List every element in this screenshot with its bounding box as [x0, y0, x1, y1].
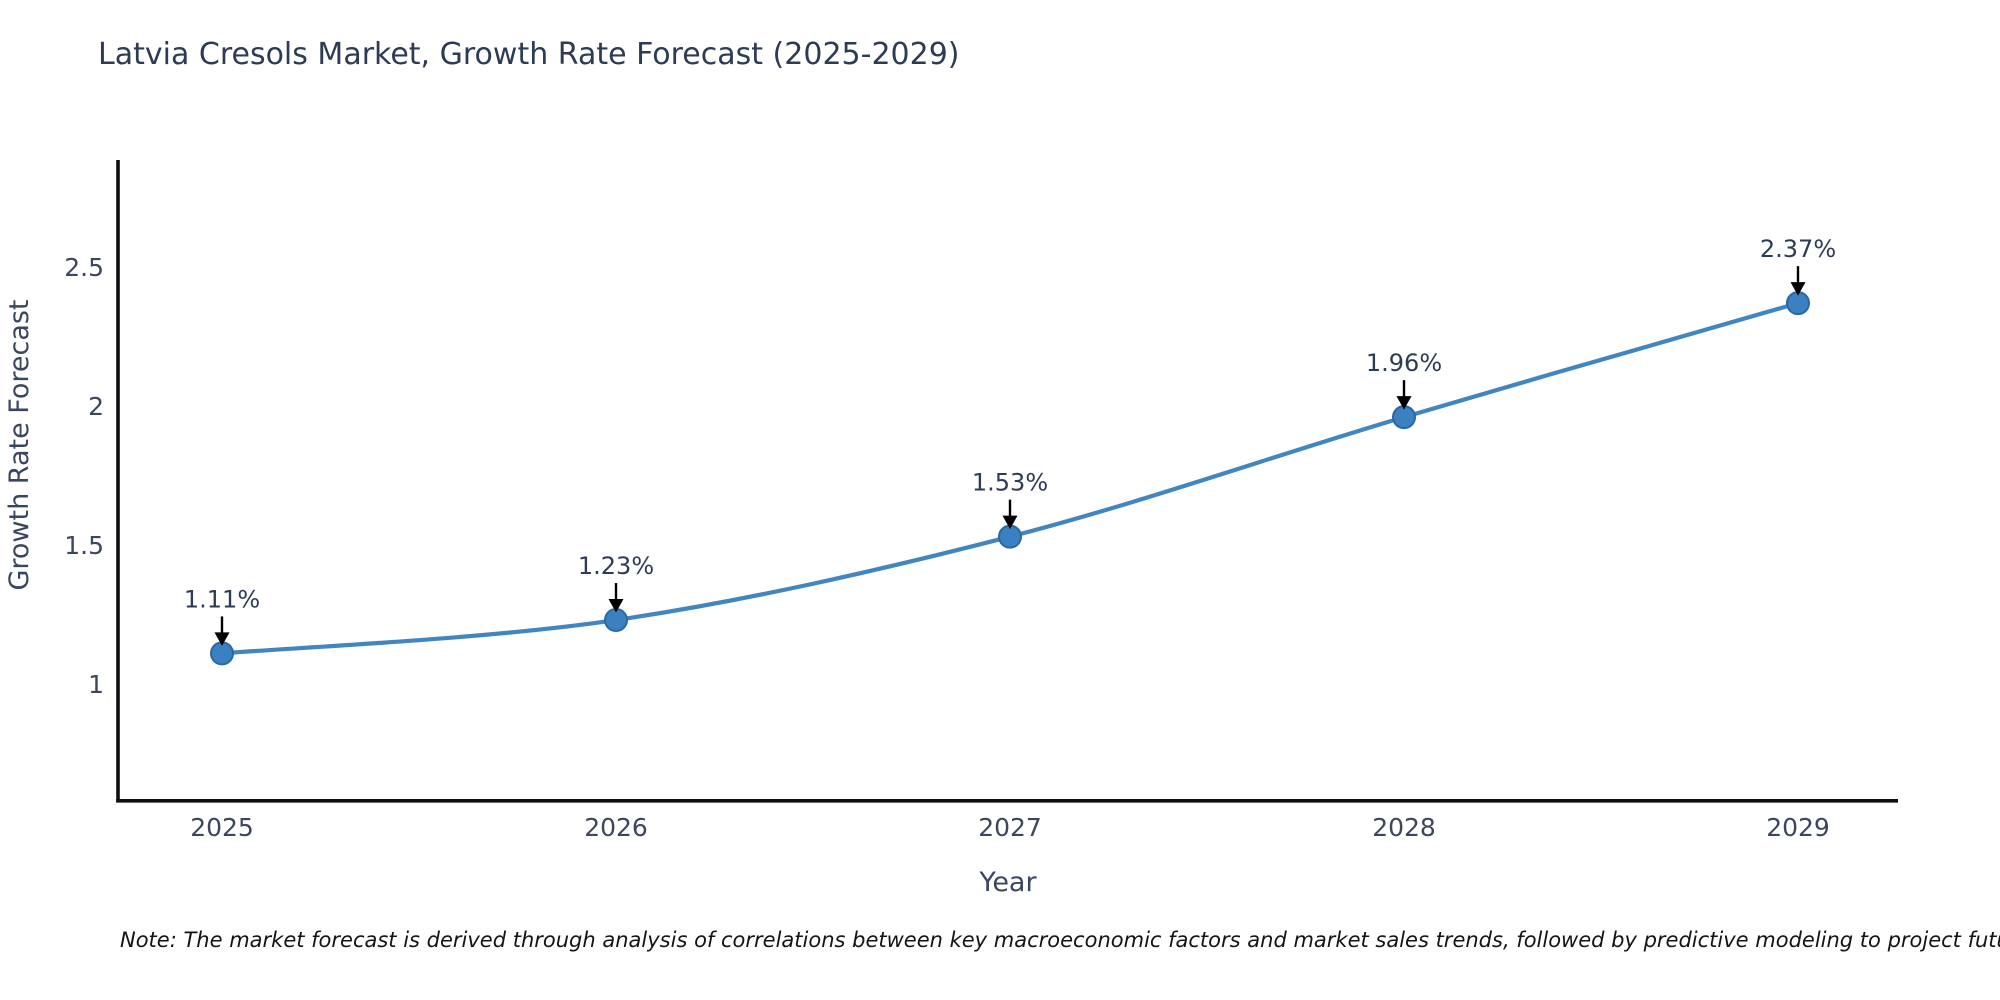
point-value-label: 1.23%	[578, 552, 654, 580]
point-annotation: 2.37%	[1760, 235, 1836, 296]
point-value-label: 1.96%	[1366, 349, 1442, 377]
y-tick-label: 2	[88, 392, 104, 421]
x-tick-label: 2027	[978, 813, 1042, 842]
data-point-markers	[210, 291, 1810, 666]
annotation-arrowhead-icon	[1396, 396, 1412, 410]
y-tick-label: 1.5	[64, 531, 104, 560]
y-axis-tick-labels: 1 1.5 2 2.5	[64, 253, 104, 699]
point-value-label: 1.53%	[972, 469, 1048, 497]
annotation-arrowhead-icon	[1002, 515, 1018, 530]
y-axis-title: Growth Rate Forecast	[4, 299, 35, 590]
chart-title: Latvia Cresols Market, Growth Rate Forec…	[98, 37, 960, 72]
x-tick-label: 2029	[1766, 813, 1830, 842]
data-point-annotations: 1.11% 1.23% 1.53% 1.96% 2.37%	[184, 235, 1836, 646]
annotation-arrowhead-icon	[608, 599, 624, 613]
annotation-arrowhead-icon	[214, 632, 230, 646]
x-tick-label: 2028	[1372, 813, 1436, 842]
x-tick-label: 2025	[190, 813, 254, 842]
point-annotation: 1.53%	[972, 469, 1048, 530]
annotation-arrowhead-icon	[1790, 282, 1806, 296]
y-tick-label: 2.5	[64, 253, 104, 282]
footnote: Note: The market forecast is derived thr…	[120, 928, 2000, 952]
point-annotation: 1.23%	[578, 552, 654, 613]
point-annotation: 1.96%	[1366, 349, 1442, 410]
point-value-label: 1.11%	[184, 585, 260, 613]
y-tick-label: 1	[88, 670, 104, 699]
x-tick-label: 2026	[584, 813, 648, 842]
x-axis-title: Year	[978, 867, 1037, 898]
point-value-label: 2.37%	[1760, 235, 1836, 263]
x-axis-tick-labels: 2025 2026 2027 2028 2029	[190, 813, 1830, 842]
point-annotation: 1.11%	[184, 585, 260, 646]
